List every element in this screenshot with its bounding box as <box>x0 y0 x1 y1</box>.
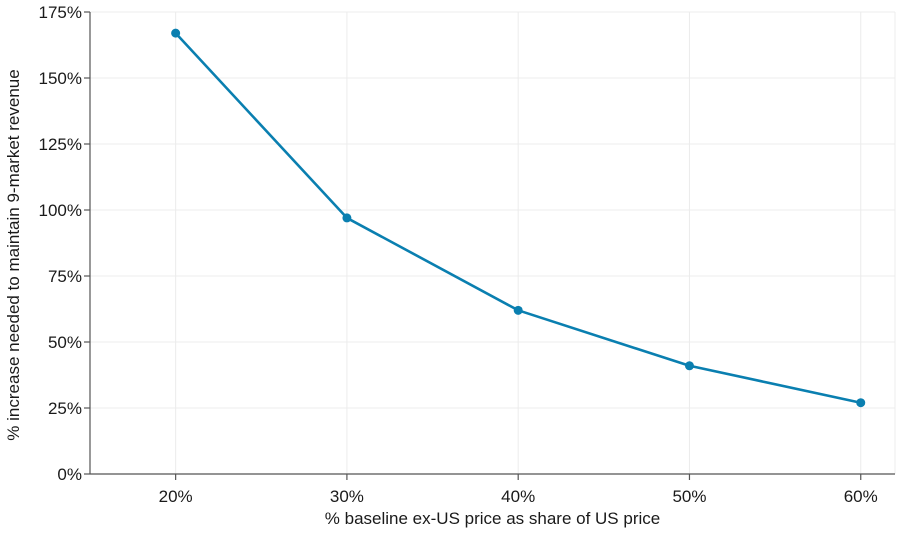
y-axis-ticks: 0% 25% 50% 75% 100% 125% 150% 175% <box>39 3 90 484</box>
y-tick-label: 0% <box>57 465 82 484</box>
y-tick-label: 100% <box>39 201 82 220</box>
y-tick-label: 125% <box>39 135 82 154</box>
y-tick-label: 75% <box>48 267 82 286</box>
data-point <box>513 305 523 315</box>
x-axis-ticks: 20% 30% 40% 50% 60% <box>159 474 878 506</box>
x-tick-label: 20% <box>159 487 193 506</box>
y-axis-title: % increase needed to maintain 9-market r… <box>4 69 23 440</box>
x-axis-title: % baseline ex-US price as share of US pr… <box>325 509 660 528</box>
y-tick-label: 50% <box>48 333 82 352</box>
data-point <box>856 398 866 408</box>
y-tick-label: 25% <box>48 399 82 418</box>
data-point <box>684 361 694 371</box>
x-tick-label: 60% <box>844 487 878 506</box>
x-tick-label: 40% <box>501 487 535 506</box>
data-point <box>342 213 352 223</box>
x-tick-label: 30% <box>330 487 364 506</box>
x-tick-label: 50% <box>672 487 706 506</box>
data-point <box>171 28 181 38</box>
y-tick-label: 175% <box>39 3 82 22</box>
axes <box>89 12 895 475</box>
y-tick-label: 150% <box>39 69 82 88</box>
grid-lines <box>90 11 896 474</box>
series <box>171 28 866 408</box>
